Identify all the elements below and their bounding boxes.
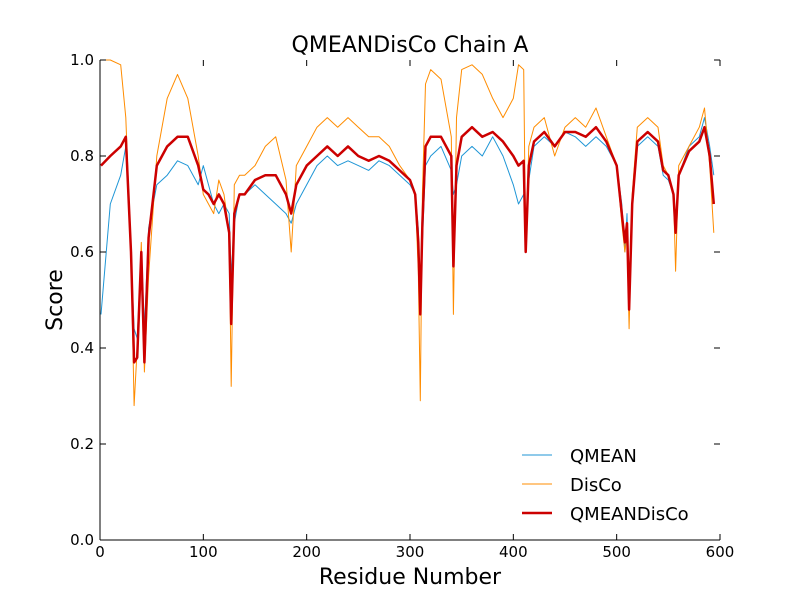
x-tick-label: 100 xyxy=(189,543,218,561)
x-tick-label: 600 xyxy=(706,543,735,561)
x-tick-label: 400 xyxy=(499,543,528,561)
ticks-layer: 0 100 200 300 400 500 600 0.0 0.2 0.4 0.6 0.8 1.0 xyxy=(70,51,734,561)
x-axis-label: Residue Number xyxy=(319,565,502,590)
legend-label-disco: DisCo xyxy=(570,475,622,496)
y-tick-label: 0.6 xyxy=(70,243,94,261)
x-tick-label: 200 xyxy=(292,543,321,561)
series-line-disco xyxy=(101,59,715,407)
y-tick-label: 0.8 xyxy=(70,147,94,165)
y-tick-label: 0.4 xyxy=(70,339,94,357)
legend-label-qmean: QMEAN xyxy=(570,446,637,467)
series-layer xyxy=(100,59,716,407)
series-line-qmeandisco xyxy=(100,125,716,364)
axes-layer xyxy=(99,60,720,541)
x-tick-label: 300 xyxy=(396,543,425,561)
y-tick-label: 1.0 xyxy=(70,51,94,69)
y-tick-label: 0.0 xyxy=(70,531,94,549)
x-tick-label: 0 xyxy=(95,543,105,561)
chart-title: QMEANDisCo Chain A xyxy=(292,33,529,58)
x-tick-label: 500 xyxy=(602,543,631,561)
y-tick-label: 0.2 xyxy=(70,435,94,453)
y-axis-label: Score xyxy=(43,269,68,331)
legend-label-qmeandisco: QMEANDisCo xyxy=(570,504,689,525)
